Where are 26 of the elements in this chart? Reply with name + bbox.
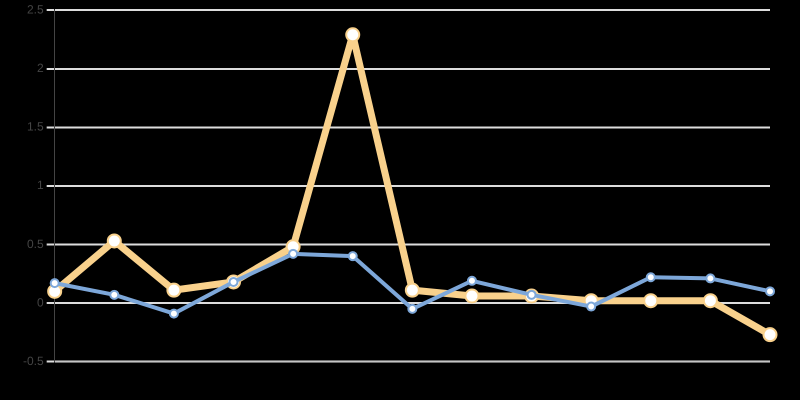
point <box>109 290 120 300</box>
y-tick-label: 2.5 <box>26 2 44 17</box>
point <box>345 27 360 42</box>
point <box>466 276 477 286</box>
point <box>288 248 298 259</box>
point <box>166 282 182 298</box>
point <box>407 304 418 314</box>
point <box>404 282 420 298</box>
point <box>50 278 60 288</box>
y-tick-label: 1 <box>36 178 44 192</box>
point <box>705 273 716 284</box>
y-tick-label: 0.5 <box>26 236 44 251</box>
point <box>348 251 358 262</box>
point <box>762 327 778 342</box>
point <box>106 233 122 248</box>
point <box>643 293 658 308</box>
y-tick-label: -0.5 <box>22 354 44 368</box>
point <box>464 288 480 304</box>
y-tick-label: 1.5 <box>26 120 44 134</box>
point <box>765 286 775 296</box>
y-tick-label: 0 <box>36 295 44 310</box>
point <box>586 302 596 312</box>
y-tick-label: 2 <box>36 61 44 76</box>
point <box>702 293 718 308</box>
point <box>646 272 656 282</box>
point <box>168 308 179 319</box>
